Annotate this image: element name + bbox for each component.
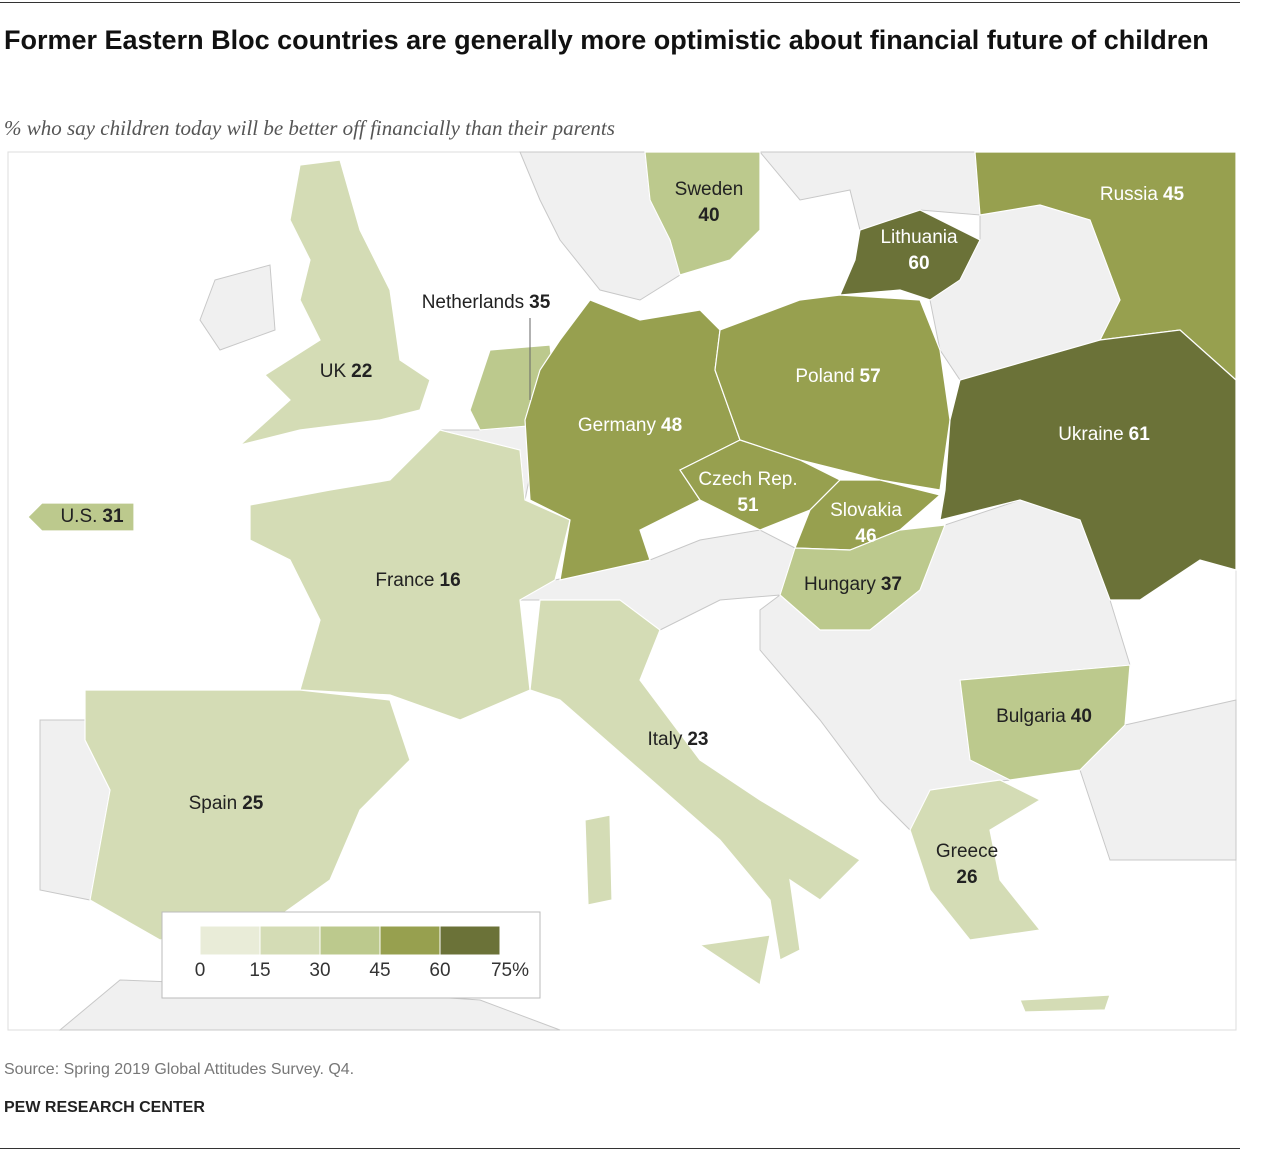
legend-tick-label: 30 — [309, 960, 330, 981]
legend-swatch — [379, 925, 441, 956]
country-name: Hungary — [804, 574, 876, 595]
country-value: 26 — [956, 867, 977, 888]
country — [779, 524, 946, 631]
country-value: 35 — [529, 292, 551, 313]
country — [524, 299, 741, 581]
country — [939, 329, 1237, 601]
country-name: Poland — [795, 366, 854, 387]
country-value: 60 — [908, 253, 929, 274]
country — [27, 502, 135, 532]
country-value: 16 — [440, 570, 461, 591]
chart-title: Former Eastern Bloc countries are genera… — [4, 25, 1209, 55]
country-label: Germany 48 — [578, 415, 682, 436]
country-label: Spain 25 — [189, 793, 264, 814]
bottom-rule — [0, 1148, 1240, 1149]
organization: PEW RESEARCH CENTER — [4, 1099, 205, 1116]
top-rule — [0, 2, 1240, 3]
countries — [27, 151, 1237, 1013]
legend-tick-label: 15 — [249, 960, 270, 981]
country-name: Slovakia — [830, 500, 902, 521]
country-name: Germany — [578, 415, 657, 436]
country-value: 37 — [881, 574, 902, 595]
country — [84, 689, 411, 941]
country-name: Lithuania — [880, 227, 958, 248]
legend-tick-label: 45 — [369, 960, 390, 981]
country-label: UK 22 — [320, 361, 373, 382]
country-value: 46 — [855, 526, 876, 547]
country-label: Bulgaria 40 — [996, 706, 1092, 727]
source: Source: Spring 2019 Global Attitudes Sur… — [4, 1061, 355, 1078]
country-label: Poland 57 — [795, 366, 880, 387]
country-label: Lithuania 60 — [880, 227, 958, 274]
legend-swatch — [439, 925, 501, 956]
country-name: France — [375, 570, 434, 591]
country-name: UK — [320, 361, 347, 382]
country-value: 57 — [860, 366, 881, 387]
country-label: Sweden 40 — [675, 179, 744, 226]
chart-subtitle: % who say children today will be better … — [4, 116, 615, 140]
country-value: 51 — [737, 495, 759, 516]
country-name: Czech Rep. — [698, 469, 797, 490]
country-value: 25 — [242, 793, 264, 814]
country-label: Hungary 37 — [804, 574, 902, 595]
legend-swatch — [259, 925, 321, 956]
labels: UK 22 Netherlands 35 France 16 Spain 25 Italy 23 G… — [60, 179, 1184, 888]
country-name: U.S. — [60, 506, 97, 527]
country-name: Spain — [189, 793, 238, 814]
country-value: 48 — [661, 415, 682, 436]
country — [644, 151, 761, 276]
country-label: U.S. 31 — [60, 506, 124, 527]
country-label: Slovakia 46 — [830, 500, 902, 547]
country — [909, 779, 1111, 1013]
legend-tick-label: 60 — [429, 960, 450, 981]
country-label: Netherlands 35 — [422, 292, 551, 313]
country-name: Italy — [648, 729, 683, 750]
country — [839, 209, 981, 301]
legend: 0 15 30 45 60 75% — [195, 925, 529, 981]
country-label: Italy 23 — [648, 729, 709, 750]
country-value: 61 — [1129, 424, 1151, 445]
country-label: Russia 45 — [1100, 184, 1185, 205]
country-name: Greece — [936, 841, 998, 862]
country-value: 23 — [687, 729, 708, 750]
legend-swatch — [199, 925, 261, 956]
legend-tick-label: 0 — [195, 960, 206, 981]
legend-tick-label: 75% — [491, 960, 529, 981]
country — [974, 151, 1237, 382]
country-name: Russia — [1100, 184, 1159, 205]
country-name: Bulgaria — [996, 706, 1066, 727]
country-value: 45 — [1163, 184, 1185, 205]
country-label: Greece 26 — [936, 841, 998, 888]
country-name: Netherlands — [422, 292, 524, 313]
country-value: 40 — [698, 205, 719, 226]
country-value: 22 — [351, 361, 372, 382]
country — [239, 159, 431, 446]
country-label: France 16 — [375, 570, 460, 591]
country — [959, 664, 1131, 781]
country-value: 40 — [1071, 706, 1092, 727]
country-label: Ukraine 61 — [1058, 424, 1150, 445]
country-label: Czech Rep. 51 — [698, 469, 797, 516]
land — [199, 264, 276, 351]
country-name: Sweden — [675, 179, 744, 200]
country-name: Ukraine — [1058, 424, 1123, 445]
legend-swatch — [319, 925, 381, 956]
country — [529, 599, 861, 986]
country-value: 31 — [102, 506, 124, 527]
country — [249, 429, 571, 721]
